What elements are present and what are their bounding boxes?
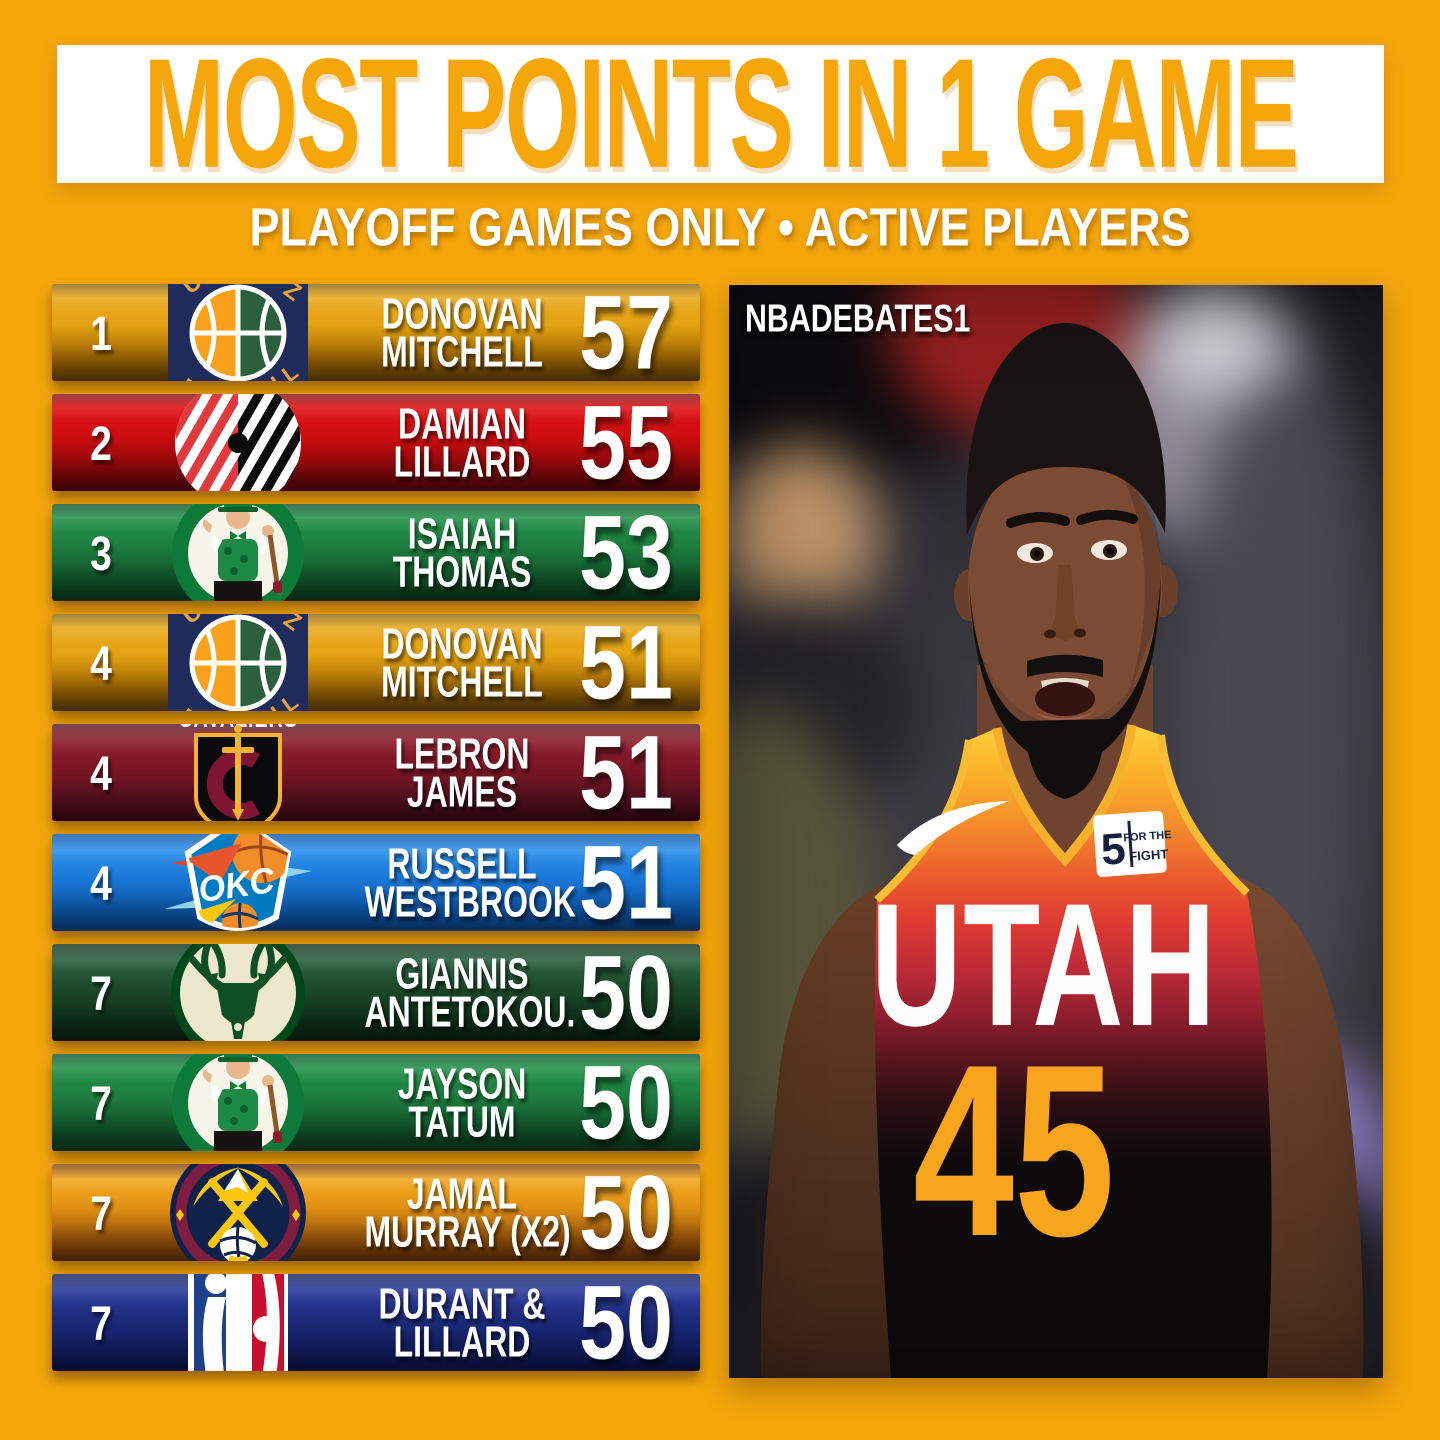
player-name: JAMAL MURRAY (X2) bbox=[364, 1168, 571, 1256]
table-row: 7 DURANT & LILLARD 50 bbox=[52, 1274, 700, 1371]
rank-label: 3 bbox=[90, 525, 112, 580]
table-row: 7 bbox=[52, 944, 700, 1041]
svg-text:FIGHT: FIGHT bbox=[1129, 846, 1169, 864]
nba-logo-icon bbox=[150, 1274, 326, 1371]
leaderboard: 1 U Z BA LL DO bbox=[52, 284, 700, 1371]
points-value: 50 bbox=[579, 944, 673, 1041]
title-banner: MOST POINTS IN 1 GAME bbox=[57, 27, 1384, 201]
rank-label: 7 bbox=[90, 1075, 112, 1130]
player-illustration: 5 FOR THE FIGHT UTAH 45 bbox=[760, 323, 1364, 1378]
player-name: DONOVAN MITCHELL bbox=[381, 618, 543, 706]
rank-label: 4 bbox=[90, 635, 112, 690]
nike-swoosh-icon bbox=[897, 801, 1009, 855]
celtics-logo-icon bbox=[150, 504, 326, 601]
points-value: 50 bbox=[579, 1274, 673, 1371]
svg-text:BA: BA bbox=[175, 373, 216, 381]
points-value: 51 bbox=[579, 834, 673, 931]
bucks-logo-icon bbox=[150, 944, 326, 1041]
rank-label: 4 bbox=[90, 855, 112, 910]
points-value: 53 bbox=[579, 504, 673, 601]
jersey-patch: 5 FOR THE FIGHT bbox=[1093, 810, 1172, 877]
jersey-number: 45 bbox=[913, 1013, 1115, 1287]
rank-label: 7 bbox=[90, 1295, 112, 1350]
page-subtitle: PLAYOFF GAMES ONLY • ACTIVE PLAYERS bbox=[249, 196, 1191, 258]
player-name: GIANNIS ANTETOKOU. bbox=[364, 948, 576, 1036]
player-name: DONOVAN MITCHELL bbox=[381, 288, 543, 376]
rank-label: 1 bbox=[90, 305, 112, 360]
svg-text:5: 5 bbox=[1099, 824, 1127, 875]
svg-text:BA: BA bbox=[175, 703, 216, 711]
rank-label: 2 bbox=[90, 415, 112, 470]
player-name: LEBRON JAMES bbox=[394, 728, 530, 816]
table-row: 4 OKC bbox=[52, 834, 700, 931]
player-name: ISAIAH THOMAS bbox=[392, 508, 532, 596]
points-value: 51 bbox=[579, 614, 673, 711]
player-photo: 5 FOR THE FIGHT UTAH 45 bbox=[729, 285, 1383, 1378]
thunder-logo-icon: OKC bbox=[150, 834, 326, 931]
utah-jazz-logo-icon: U Z BA LL bbox=[150, 284, 326, 381]
rank-label: 7 bbox=[90, 1185, 112, 1240]
table-row: 7 bbox=[52, 1164, 700, 1261]
player-head bbox=[954, 323, 1178, 799]
table-row: 4 CAVALIERS LEBRON JAMES 51 bbox=[52, 724, 700, 821]
rank-label: 7 bbox=[90, 965, 112, 1020]
table-row: 2 bbox=[52, 394, 700, 491]
utah-jazz-logo-icon: U Z BA LL bbox=[150, 614, 326, 711]
player-name: JAYSON TATUM bbox=[397, 1058, 527, 1146]
svg-text:FOR THE: FOR THE bbox=[1123, 829, 1172, 844]
player-name: DURANT & LILLARD bbox=[378, 1278, 546, 1366]
celtics-logo-icon bbox=[150, 1054, 326, 1151]
cavaliers-logo-icon: CAVALIERS bbox=[150, 724, 326, 821]
nuggets-logo-icon bbox=[150, 1164, 326, 1261]
table-row: 4 U Z BA LL DO bbox=[52, 614, 700, 711]
points-value: 57 bbox=[579, 284, 673, 381]
points-value: 50 bbox=[579, 1164, 673, 1261]
page-title: MOST POINTS IN 1 GAME bbox=[143, 26, 1299, 202]
player-name: DAMIAN LILLARD bbox=[393, 398, 531, 486]
table-row: 3 bbox=[52, 504, 700, 601]
table-row: 1 U Z BA LL DO bbox=[52, 284, 700, 381]
player-name: RUSSELL WESTBROOK bbox=[364, 838, 576, 926]
jersey bbox=[874, 725, 1272, 1378]
points-value: 51 bbox=[579, 724, 673, 821]
rank-label: 4 bbox=[90, 745, 112, 800]
trail-blazers-logo-icon bbox=[150, 394, 326, 491]
watermark: NBADEBATES1 bbox=[745, 297, 971, 341]
points-value: 50 bbox=[579, 1054, 673, 1151]
jersey-wordmark: UTAH bbox=[871, 868, 1217, 1063]
points-value: 55 bbox=[579, 394, 673, 491]
table-row: 7 bbox=[52, 1054, 700, 1151]
